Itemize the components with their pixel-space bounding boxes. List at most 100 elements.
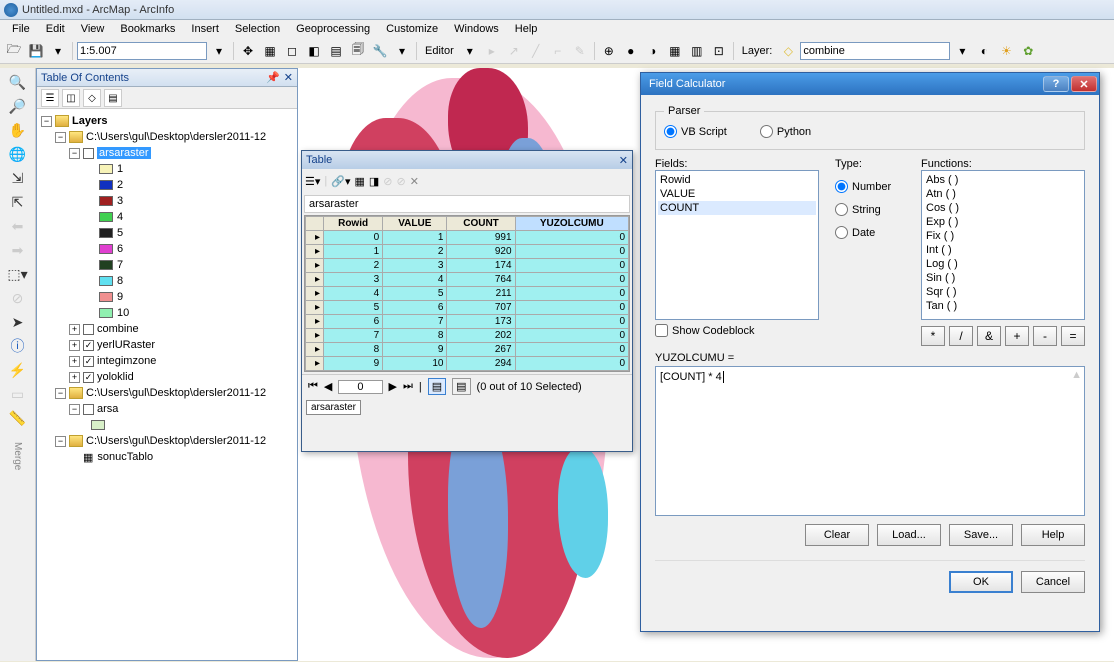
layer-checkbox[interactable] bbox=[83, 324, 94, 335]
cell[interactable]: 2 bbox=[383, 245, 447, 259]
cell[interactable]: 4 bbox=[383, 273, 447, 287]
layer-item[interactable]: yerlURaster bbox=[97, 339, 155, 351]
layer-item[interactable]: integimzone bbox=[97, 355, 156, 367]
col-header[interactable]: YUZOLCUMU bbox=[515, 217, 628, 231]
cell[interactable]: 0 bbox=[515, 273, 628, 287]
op-button[interactable]: & bbox=[977, 326, 1001, 346]
pan-icon[interactable]: ✋ bbox=[8, 120, 28, 140]
layer-combo[interactable] bbox=[800, 42, 950, 60]
cell[interactable]: 10 bbox=[383, 357, 447, 371]
cell[interactable]: 3 bbox=[383, 259, 447, 273]
menu-view[interactable]: View bbox=[73, 23, 113, 35]
field-item[interactable]: VALUE bbox=[658, 187, 816, 201]
cell[interactable]: 5 bbox=[383, 287, 447, 301]
field-item[interactable]: COUNT bbox=[658, 201, 816, 215]
fields-listbox[interactable]: RowidVALUECOUNT bbox=[655, 170, 819, 320]
function-item[interactable]: Sqr ( ) bbox=[924, 285, 1082, 299]
fixed-zoomout-icon[interactable]: ⇱ bbox=[8, 192, 28, 212]
tree-toggle[interactable]: − bbox=[69, 404, 80, 415]
menu-windows[interactable]: Windows bbox=[446, 23, 507, 35]
cell[interactable]: 0 bbox=[515, 231, 628, 245]
op-button[interactable]: + bbox=[1005, 326, 1029, 346]
menu-insert[interactable]: Insert bbox=[183, 23, 227, 35]
layer-sonuc[interactable]: sonucTablo bbox=[97, 451, 153, 463]
nav5-icon[interactable]: ▥ bbox=[687, 41, 707, 61]
op-button[interactable]: = bbox=[1061, 326, 1085, 346]
row-header[interactable]: ▸ bbox=[306, 231, 324, 245]
attribute-grid[interactable]: RowidVALUECOUNTYUZOLCUMU▸019910▸129200▸2… bbox=[304, 215, 630, 372]
cell[interactable]: 267 bbox=[447, 343, 515, 357]
function-item[interactable]: Sin ( ) bbox=[924, 271, 1082, 285]
scale-dropdown-icon[interactable]: ▾ bbox=[209, 41, 229, 61]
row-header[interactable]: ▸ bbox=[306, 357, 324, 371]
show-all-icon[interactable]: ▤ bbox=[428, 378, 446, 395]
row-header[interactable]: ▸ bbox=[306, 245, 324, 259]
layer-item[interactable]: yoloklid bbox=[97, 371, 134, 383]
table-close-icon[interactable]: ✕ bbox=[619, 154, 628, 167]
layer-arsa[interactable]: arsa bbox=[97, 403, 118, 415]
cell[interactable]: 7 bbox=[383, 315, 447, 329]
datasource-path[interactable]: C:\Users\gul\Desktop\dersler2011-12 bbox=[86, 387, 266, 399]
parser-vb-radio[interactable]: VB Script bbox=[664, 125, 727, 138]
function-item[interactable]: Log ( ) bbox=[924, 257, 1082, 271]
tool5-icon[interactable]: ▤ bbox=[326, 41, 346, 61]
zoom-out-icon[interactable]: 🔎 bbox=[8, 96, 28, 116]
col-header[interactable]: Rowid bbox=[324, 217, 383, 231]
menu-edit[interactable]: Edit bbox=[38, 23, 73, 35]
tree-toggle[interactable]: − bbox=[41, 116, 52, 127]
row-header[interactable]: ▸ bbox=[306, 273, 324, 287]
save-button[interactable]: Save... bbox=[949, 524, 1013, 546]
function-item[interactable]: Int ( ) bbox=[924, 243, 1082, 257]
layer-checkbox[interactable] bbox=[83, 148, 94, 159]
cell[interactable]: 6 bbox=[324, 315, 383, 329]
tree-toggle[interactable]: − bbox=[55, 132, 66, 143]
tree-toggle[interactable]: + bbox=[69, 324, 80, 335]
list-by-visibility-icon[interactable]: ◇ bbox=[83, 89, 101, 107]
table-close2-icon[interactable]: ✕ bbox=[410, 175, 419, 188]
row-header[interactable]: ▸ bbox=[306, 343, 324, 357]
tool3-icon[interactable]: ◻ bbox=[282, 41, 302, 61]
menu-file[interactable]: File bbox=[4, 23, 38, 35]
python-icon[interactable]: ▾ bbox=[392, 41, 412, 61]
sun-icon[interactable]: ☀ bbox=[996, 41, 1016, 61]
type-date-radio[interactable]: Date bbox=[835, 226, 905, 239]
function-item[interactable]: Atn ( ) bbox=[924, 187, 1082, 201]
cell[interactable]: 0 bbox=[515, 259, 628, 273]
cell[interactable]: 0 bbox=[515, 245, 628, 259]
table-switch-icon[interactable]: ◨ bbox=[369, 175, 379, 188]
cancel-button[interactable]: Cancel bbox=[1021, 571, 1085, 593]
clear-button[interactable]: Clear bbox=[805, 524, 869, 546]
dialog-close-icon[interactable]: ✕ bbox=[1071, 76, 1097, 92]
open-icon[interactable]: 🗁 bbox=[4, 41, 24, 61]
ok-button[interactable]: OK bbox=[949, 571, 1013, 593]
menu-customize[interactable]: Customize bbox=[378, 23, 446, 35]
cell[interactable]: 991 bbox=[447, 231, 515, 245]
list-by-source-icon[interactable]: ◫ bbox=[62, 89, 80, 107]
col-header[interactable]: VALUE bbox=[383, 217, 447, 231]
col-header[interactable]: COUNT bbox=[447, 217, 515, 231]
tree-toggle[interactable]: − bbox=[69, 148, 80, 159]
menu-geoprocessing[interactable]: Geoprocessing bbox=[288, 23, 378, 35]
pointer-icon[interactable]: ➤ bbox=[8, 312, 28, 332]
tree-toggle[interactable]: + bbox=[69, 372, 80, 383]
zoom-in-icon[interactable]: 🔍 bbox=[8, 72, 28, 92]
cell[interactable]: 0 bbox=[515, 301, 628, 315]
op-button[interactable]: * bbox=[921, 326, 945, 346]
cell[interactable]: 707 bbox=[447, 301, 515, 315]
editor-label[interactable]: Editor bbox=[421, 45, 458, 57]
scroll-up-icon[interactable]: ▲ bbox=[1071, 369, 1082, 381]
cell[interactable]: 294 bbox=[447, 357, 515, 371]
datasource-path[interactable]: C:\Users\gul\Desktop\dersler2011-12 bbox=[86, 435, 266, 447]
dialog-help-icon[interactable]: ? bbox=[1043, 76, 1069, 92]
nav-position[interactable]: 0 bbox=[338, 380, 382, 394]
cell[interactable]: 1 bbox=[383, 231, 447, 245]
menu-help[interactable]: Help bbox=[507, 23, 546, 35]
toolbox-icon[interactable]: 🔧 bbox=[370, 41, 390, 61]
cell[interactable]: 920 bbox=[447, 245, 515, 259]
layer-checkbox[interactable] bbox=[83, 404, 94, 415]
row-header[interactable]: ▸ bbox=[306, 301, 324, 315]
function-item[interactable]: Cos ( ) bbox=[924, 201, 1082, 215]
nav-icon[interactable]: ⊕ bbox=[599, 41, 619, 61]
measure-icon[interactable]: 📏 bbox=[8, 408, 28, 428]
editor-dropdown-icon[interactable]: ▾ bbox=[460, 41, 480, 61]
